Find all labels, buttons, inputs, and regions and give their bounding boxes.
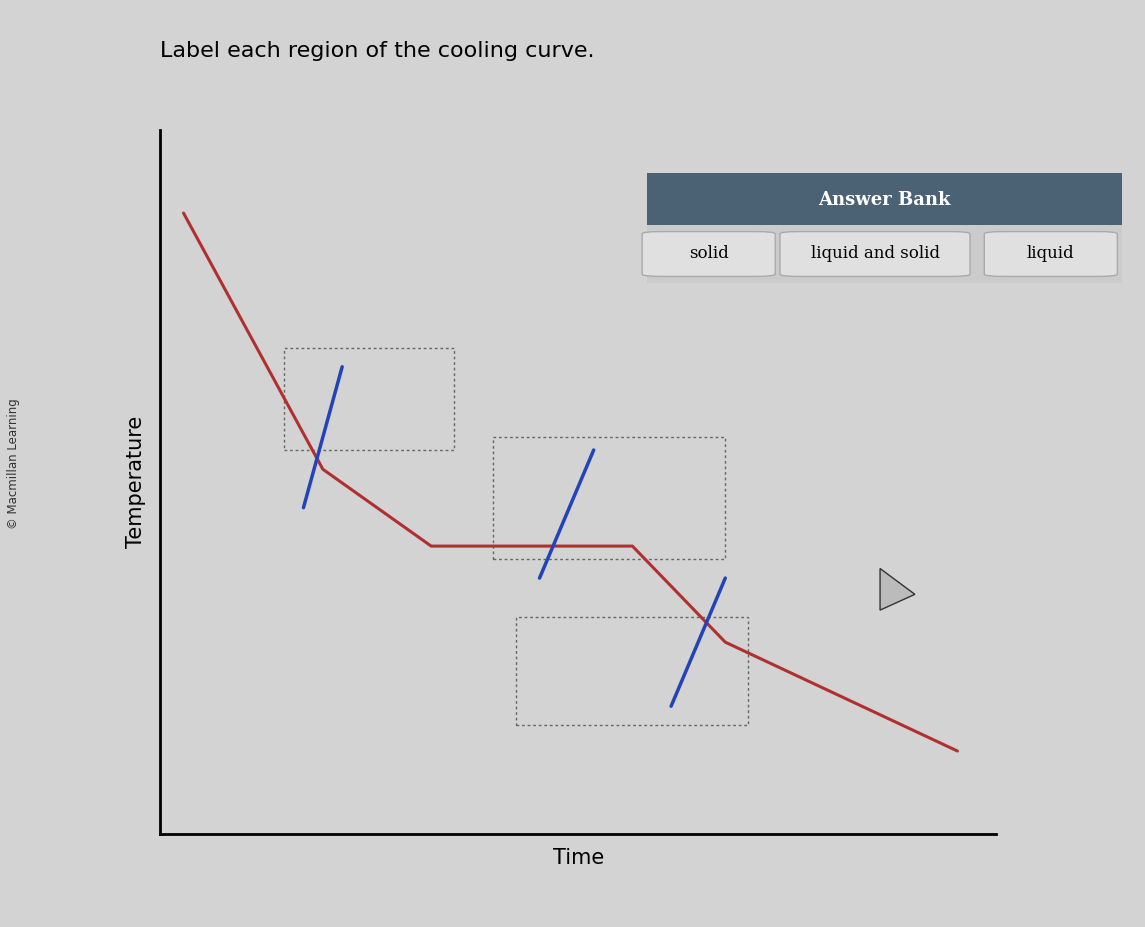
Text: Answer Bank: Answer Bank <box>819 191 950 210</box>
X-axis label: Time: Time <box>553 848 603 869</box>
Text: liquid and solid: liquid and solid <box>811 246 940 262</box>
Text: Label each region of the cooling curve.: Label each region of the cooling curve. <box>160 41 594 61</box>
FancyBboxPatch shape <box>642 232 775 276</box>
Text: © Macmillan Learning: © Macmillan Learning <box>7 398 21 529</box>
Text: solid: solid <box>689 246 728 262</box>
Polygon shape <box>881 568 915 610</box>
FancyBboxPatch shape <box>985 232 1118 276</box>
Y-axis label: Temperature: Temperature <box>126 416 147 548</box>
Bar <box>284 348 455 450</box>
FancyBboxPatch shape <box>780 232 970 276</box>
Bar <box>516 616 749 726</box>
Text: liquid: liquid <box>1027 246 1075 262</box>
Bar <box>493 438 725 559</box>
